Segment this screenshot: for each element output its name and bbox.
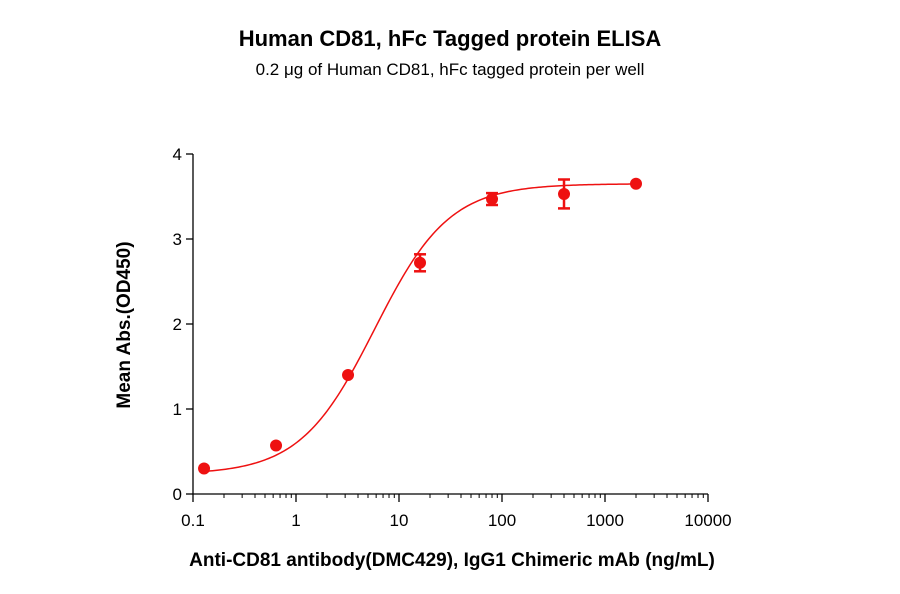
data-point <box>630 177 643 190</box>
data-point <box>198 462 211 475</box>
y-tick-label: 4 <box>173 145 182 164</box>
x-tick-label: 100 <box>488 511 516 530</box>
data-point <box>486 193 499 206</box>
data-point <box>414 256 427 269</box>
x-axis-label: Anti-CD81 antibody(DMC429), IgG1 Chimeri… <box>189 550 715 571</box>
y-axis-label: Mean Abs.(OD450) <box>114 241 135 408</box>
y-tick-label: 3 <box>173 230 182 249</box>
data-point <box>558 187 571 200</box>
fit-curve <box>203 183 637 473</box>
x-tick-label: 1000 <box>586 511 624 530</box>
chart-title: Human CD81, hFc Tagged protein ELISA <box>238 26 662 51</box>
data-point <box>270 439 283 452</box>
data-points-layer <box>198 177 643 475</box>
x-tick-label: 10000 <box>684 511 731 530</box>
y-tick-label: 0 <box>173 485 182 504</box>
axes: 0 1 2 3 4 0.1 1 10 100 1000 10000 <box>173 145 732 530</box>
x-tick-label: 1 <box>291 511 300 530</box>
chart-subtitle: 0.2 μg of Human CD81, hFc tagged protein… <box>255 60 645 79</box>
x-tick-label: 10 <box>390 511 409 530</box>
data-point <box>342 369 355 381</box>
y-tick-label: 2 <box>173 315 182 334</box>
fit-curve-layer <box>203 183 637 473</box>
x-tick-label: 0.1 <box>181 511 205 530</box>
y-tick-label: 1 <box>173 400 182 419</box>
